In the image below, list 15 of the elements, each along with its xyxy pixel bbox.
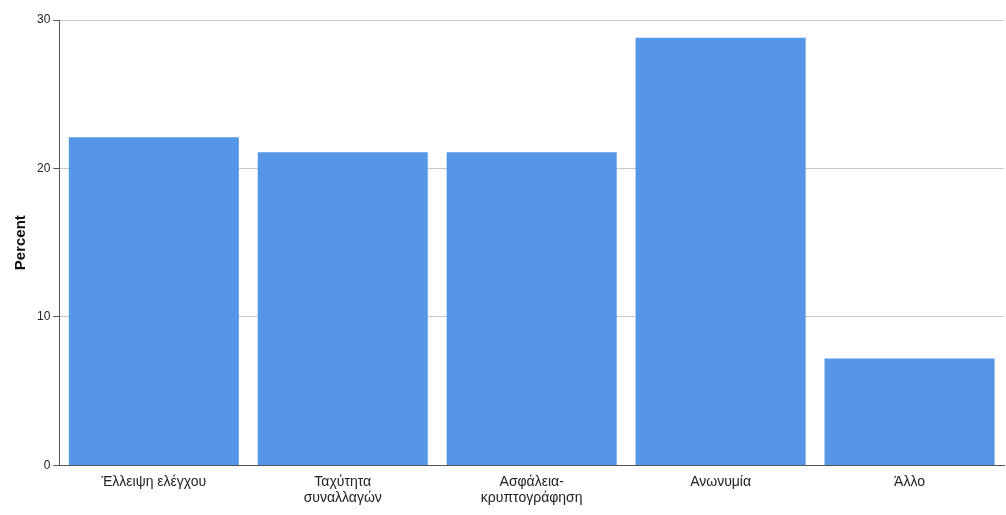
- y-tick-label: 30: [36, 12, 51, 27]
- x-tick-label: Άλλο: [894, 472, 926, 489]
- bar: [635, 37, 806, 465]
- x-tick-label: Ταχύτητα συναλλαγών: [303, 472, 382, 506]
- x-tick-label: Ασφάλεια-κρυπτογράφηση: [480, 472, 583, 506]
- y-tick-label: 0: [43, 457, 51, 472]
- y-tick-label: 20: [36, 160, 51, 175]
- y-axis-title: Percent: [11, 215, 29, 271]
- bar: [446, 152, 617, 465]
- y-tick-label: 10: [36, 309, 51, 324]
- x-tick-label: Έλλειψη ελέγχου: [100, 472, 207, 489]
- x-tick-label: Ανωνυμία: [690, 472, 752, 489]
- bar: [257, 152, 428, 465]
- bar: [68, 137, 239, 465]
- bar: [824, 358, 995, 465]
